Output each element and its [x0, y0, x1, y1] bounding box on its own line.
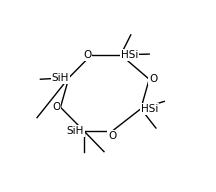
Text: O: O: [83, 50, 91, 60]
Text: O: O: [52, 102, 60, 112]
Text: HSi: HSi: [141, 104, 158, 114]
Text: O: O: [108, 131, 116, 141]
Text: HSi: HSi: [121, 50, 138, 60]
Text: SiH: SiH: [51, 73, 69, 83]
Text: SiH: SiH: [67, 126, 84, 136]
Text: O: O: [149, 74, 157, 84]
